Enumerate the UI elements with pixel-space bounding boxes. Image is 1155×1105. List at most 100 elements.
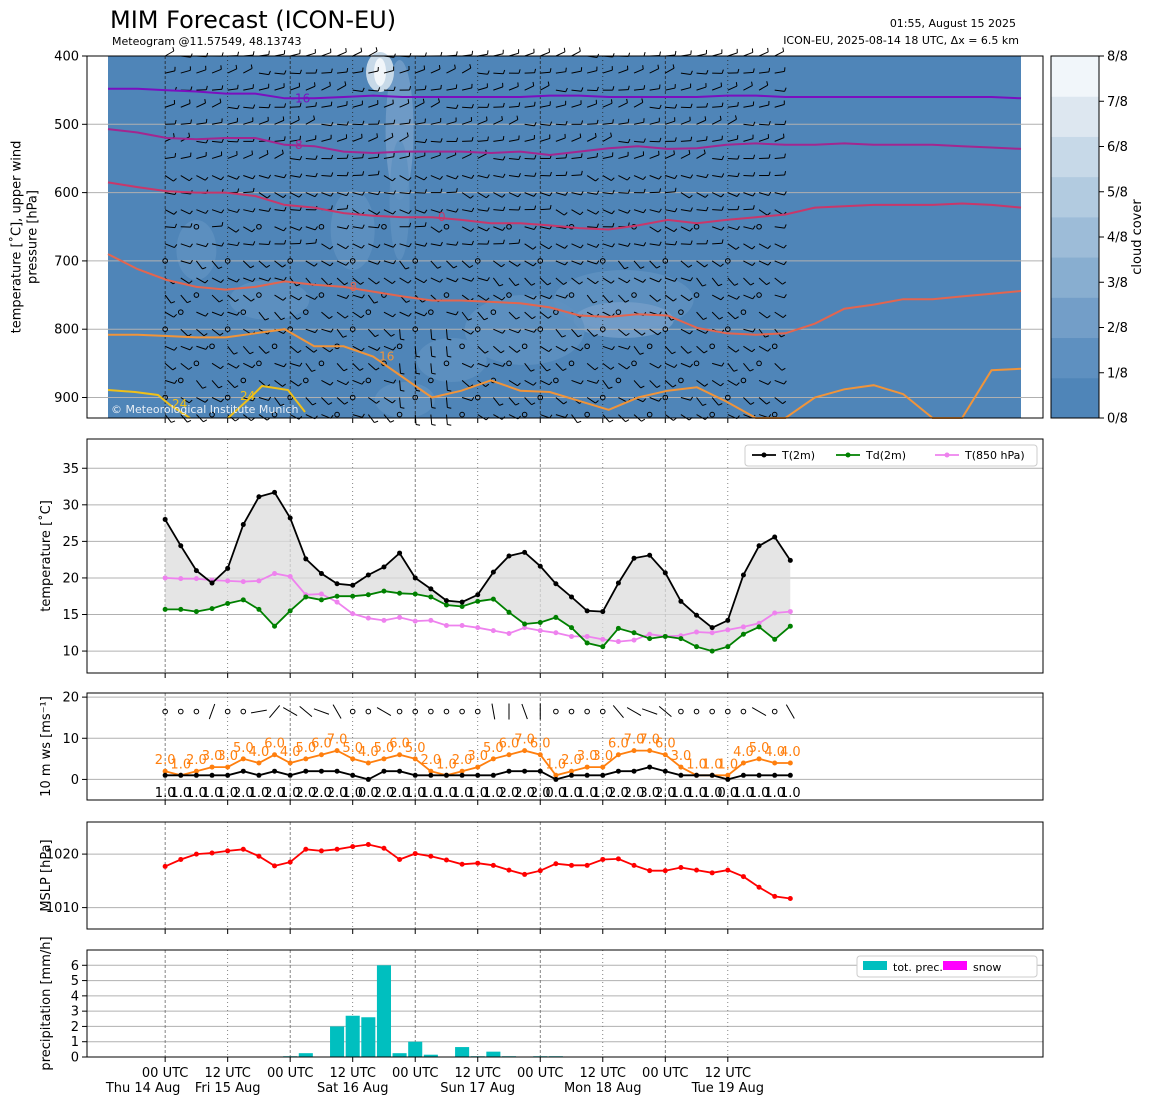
wind-barb (602, 136, 612, 142)
wind-barb (758, 104, 769, 108)
wind-barb (289, 192, 300, 198)
wind-barb (352, 226, 363, 229)
wind-barb (571, 260, 582, 265)
wind-barb-flag (252, 175, 256, 180)
data-point (600, 609, 606, 615)
wind-barb-flag (782, 314, 787, 318)
data-point (694, 644, 700, 650)
data-label: 2.0 (499, 786, 520, 801)
wind-barb (305, 226, 316, 231)
data-point (475, 764, 481, 770)
wind-barb (196, 155, 207, 159)
wind-barb (321, 85, 331, 91)
wind-barb (524, 157, 535, 160)
data-point (787, 557, 793, 563)
wind-barb-flag (721, 362, 725, 367)
wind-barb-flag (643, 138, 646, 143)
wind-barb-flag (330, 192, 334, 197)
data-point (428, 768, 434, 774)
data-point (537, 752, 543, 758)
wind-barb (571, 192, 582, 196)
time-tick-label: 12 UTC (455, 1066, 501, 1081)
wind-barb-flag (768, 67, 771, 72)
wind-barb-flag (502, 135, 505, 141)
wind-barb-flag (237, 188, 240, 193)
wind-barb-flag (673, 228, 678, 232)
data-point (615, 752, 621, 758)
wind-barb (555, 104, 566, 108)
y-tick-label: 10 (62, 645, 79, 660)
wind-barb-flag (752, 121, 756, 126)
data-point (412, 575, 418, 581)
data-label: 6.0 (389, 737, 410, 752)
wind-barb-flag (282, 264, 286, 268)
wind-barb (555, 345, 565, 352)
wind-barb (586, 379, 597, 384)
wind-barb (743, 85, 753, 91)
wind-barb (665, 243, 676, 246)
calm-wind-marker (568, 360, 575, 367)
wind-barb (540, 243, 550, 250)
wind-barb-flag (221, 85, 224, 90)
wind-barb (743, 363, 751, 372)
colorbar-tick-label: 1/8 (1107, 366, 1128, 381)
wind-barb (305, 105, 316, 108)
wind-barb-flag (658, 175, 662, 180)
wind-barb-flag (674, 137, 677, 142)
data-label: 4.0 (780, 745, 801, 760)
wind-barb (508, 242, 520, 245)
wind-barb (446, 260, 454, 269)
wind-barb (368, 103, 378, 108)
wind-barb-flag (501, 194, 506, 198)
data-point (240, 846, 246, 852)
wind-barb (680, 294, 690, 302)
data-point (615, 639, 621, 645)
wind-barb-flag (251, 364, 256, 369)
wind-barb (383, 123, 394, 125)
wind-barb-flag (377, 170, 380, 175)
wind-barb-flag (751, 262, 756, 266)
wind-barb-flag (733, 369, 738, 372)
data-point (490, 628, 496, 634)
wind-barb-flag (485, 297, 490, 301)
day-tick-label: Sun 17 Aug (440, 1081, 515, 1096)
wind-barb (430, 209, 441, 214)
wind-barb (211, 88, 223, 91)
wind-barb-flag (595, 210, 600, 215)
wind-barb (774, 397, 783, 405)
wind-barb (602, 155, 613, 159)
calm-wind-marker (693, 292, 700, 298)
wind-barb (367, 414, 375, 423)
colorbar-segment (1051, 377, 1099, 419)
time-tick-label: 00 UTC (642, 1066, 688, 1081)
data-point (225, 764, 231, 770)
wind-barb (649, 209, 660, 213)
data-label: 3.0 (592, 749, 613, 764)
wind-barb-flag (311, 369, 316, 372)
data-point (381, 564, 387, 570)
wind-barb-flag (374, 334, 379, 338)
wind-barb-flag (530, 369, 535, 372)
data-point (272, 768, 278, 774)
wind-barb (227, 140, 238, 143)
wind-barb (212, 225, 223, 228)
wind-barb-flag (768, 171, 771, 176)
wind-barb-flag (328, 315, 333, 319)
wind-barb-flag (672, 298, 677, 302)
wind-barb (399, 329, 401, 340)
wind-barb (508, 105, 520, 108)
wind-barb-flag (345, 381, 350, 385)
wind-barb (555, 123, 566, 126)
wind-barb (571, 328, 579, 338)
data-point (490, 772, 496, 778)
wind-barb-flag (376, 211, 381, 215)
day-tick-label: Sat 16 Aug (317, 1081, 389, 1096)
wind-barb-flag (393, 260, 397, 265)
wind-barb-flag (577, 420, 582, 424)
wind-barb (430, 397, 433, 408)
wind-barb-flag (283, 330, 287, 334)
calm-wind-marker (428, 708, 434, 715)
wind-barb-flag (610, 366, 615, 370)
data-point (756, 620, 762, 626)
calm-wind-marker (537, 258, 544, 264)
